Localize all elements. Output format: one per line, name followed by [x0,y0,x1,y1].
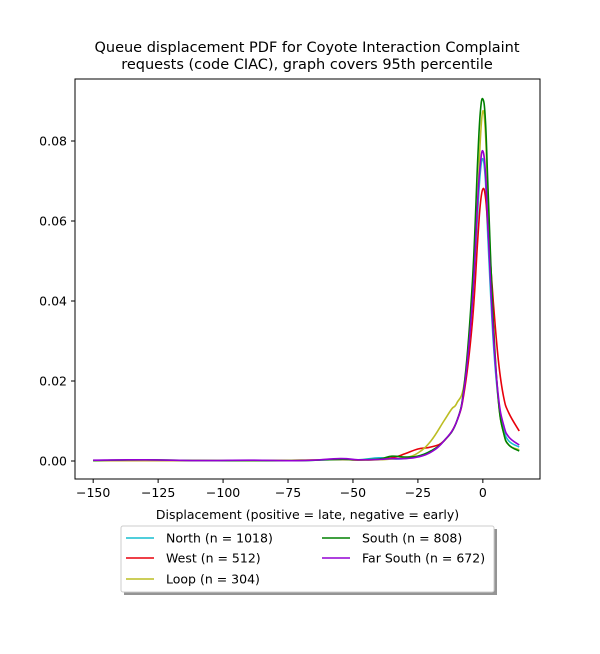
x-tick-label: −125 [141,485,175,500]
y-tick-label: 0.04 [39,294,67,309]
legend-label-2: Loop (n = 304) [166,572,260,587]
chart-title: Queue displacement PDF for Coyote Intera… [94,40,519,73]
x-tick-label: −150 [76,485,110,500]
y-tick-label: 0.02 [39,374,67,389]
series-line-1 [93,187,520,462]
chart-title-line: Queue displacement PDF for Coyote Intera… [94,40,519,56]
legend-label-1: West (n = 512) [166,551,261,566]
x-tick-label: −75 [275,485,301,500]
plot-frame [74,78,541,480]
y-tick-label: 0.00 [39,454,67,469]
legend: North (n = 1018) West (n = 512) Loop (n = … [120,525,497,595]
x-tick-label: −50 [340,485,366,500]
x-tick-label: −100 [206,485,240,500]
series-line-2 [93,109,520,462]
x-axis: −150 −125 −100 −75 −50 −25 0 [76,479,487,500]
legend-box [120,525,495,593]
series-line-0 [93,157,520,462]
chart-title-line: requests (code CIAC), graph covers 95th … [121,57,493,73]
x-tick-label: −25 [405,485,431,500]
legend-label-0: North (n = 1018) [166,531,273,546]
x-tick-label: 0 [479,485,487,500]
y-axis: 0.00 0.02 0.04 0.06 0.08 [39,134,75,469]
y-tick-label: 0.06 [39,214,67,229]
x-axis-label: Displacement (positive = late, negative … [156,507,459,522]
y-tick-label: 0.08 [39,134,67,149]
series-line-4 [93,149,520,462]
legend-label-4: Far South (n = 672) [362,551,485,566]
series-lines [93,97,520,462]
legend-label-3: South (n = 808) [362,531,462,546]
